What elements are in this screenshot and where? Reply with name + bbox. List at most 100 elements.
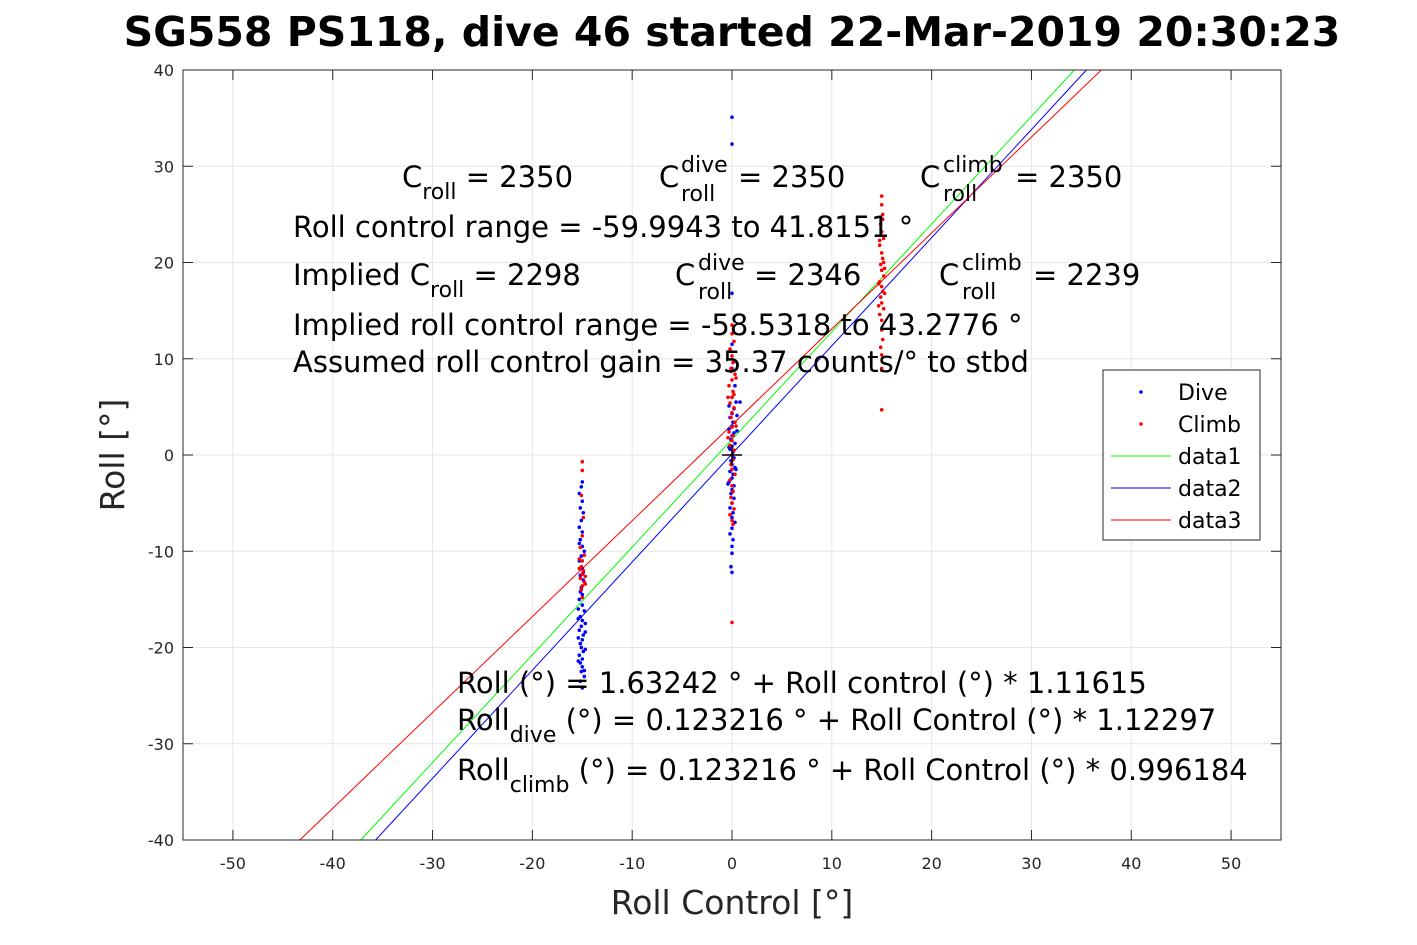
x-tick-label: 10 <box>822 854 842 873</box>
point-dive <box>583 647 588 652</box>
point-climb <box>730 395 734 400</box>
point-dive <box>576 636 581 640</box>
point-climb <box>580 534 585 538</box>
c-roll-climb-sub: roll <box>943 182 977 207</box>
point-climb <box>882 291 887 296</box>
point-climb <box>727 383 731 388</box>
point-climb <box>727 430 731 434</box>
x-tick-label: 50 <box>1221 854 1241 873</box>
fit-dive-equation: Rolldive (°) = 0.123216 ° + Roll Control… <box>457 703 1216 748</box>
point-climb <box>730 425 734 429</box>
legend-items: Dive Climb data1 data2 data3 <box>1111 381 1242 534</box>
c-roll-climb-annotation: C <box>920 160 940 194</box>
point-climb <box>732 507 736 511</box>
point-dive <box>580 530 585 534</box>
point-climb <box>879 268 884 273</box>
point-climb <box>877 243 882 247</box>
point-dive <box>733 383 737 388</box>
point-climb <box>730 378 734 382</box>
point-dive <box>579 485 584 489</box>
fit-climb-equation: Rollclimb (°) = 0.123216 ° + Roll Contro… <box>457 753 1248 798</box>
point-climb <box>876 304 881 308</box>
point-dive <box>580 480 585 484</box>
point-dive <box>582 609 587 613</box>
implied-roll-control-range: Implied roll control range = -58.5318 to… <box>293 308 1023 342</box>
assumed-gain: Assumed roll control gain = 35.37 counts… <box>293 345 1029 379</box>
implied-c-dive-annotation: C <box>675 258 695 292</box>
point-dive <box>582 549 587 554</box>
axis-ticks: -50 -40 -30 -20 -10 0 10 20 30 40 50 -40 -30 -20 -10 0 1… <box>148 61 1281 873</box>
point-climb <box>578 576 583 580</box>
origin-marker <box>722 445 742 465</box>
c-roll-climb-sup: climb <box>943 153 1003 178</box>
point-dive <box>580 499 585 504</box>
y-tick-label: 10 <box>154 350 174 369</box>
point-climb <box>580 584 585 588</box>
point-climb <box>728 443 732 448</box>
point-climb <box>733 372 737 377</box>
point-climb <box>878 345 883 350</box>
point-climb <box>878 222 883 226</box>
point-climb <box>730 620 734 625</box>
point-climb <box>881 236 886 241</box>
point-climb <box>730 518 734 523</box>
point-climb <box>577 566 582 571</box>
point-climb <box>579 493 584 498</box>
point-climb <box>728 347 732 351</box>
point-climb <box>879 301 884 305</box>
c-roll-dive-sub: roll <box>681 182 715 207</box>
point-climb <box>878 295 883 299</box>
point-climb <box>880 337 885 342</box>
x-tick-label: 30 <box>1021 854 1041 873</box>
point-climb <box>580 559 585 563</box>
point-dive <box>577 525 582 529</box>
y-tick-label: 40 <box>154 61 174 80</box>
point-climb <box>879 318 884 323</box>
legend-label-data2: data2 <box>1178 477 1242 502</box>
point-dive <box>730 570 734 575</box>
point-climb <box>729 415 733 420</box>
point-climb <box>729 369 733 374</box>
point-dive <box>730 551 734 555</box>
point-climb <box>881 306 886 311</box>
point-dive <box>580 657 585 661</box>
point-dive <box>579 645 584 650</box>
point-dive <box>730 291 734 296</box>
point-dive <box>730 142 734 146</box>
legend: Dive Climb data1 data2 data3 <box>1102 369 1261 541</box>
point-dive <box>581 633 586 637</box>
point-climb <box>583 582 588 586</box>
point-dive <box>580 603 585 607</box>
point-dive <box>577 628 582 632</box>
point-climb <box>879 203 884 207</box>
point-climb <box>731 360 735 365</box>
point-climb <box>728 478 732 482</box>
point-dive <box>730 515 734 520</box>
point-climb <box>876 281 881 286</box>
point-dive <box>579 624 584 629</box>
point-dive <box>580 618 585 623</box>
implied-c-dive-value: = 2346 <box>754 258 861 292</box>
legend-marker-climb <box>1139 422 1143 426</box>
point-dive <box>731 537 735 542</box>
fit-all-equation: Roll (°) = 1.63242 ° + Roll control (°) … <box>457 666 1147 700</box>
point-climb <box>734 376 738 380</box>
point-climb <box>577 557 582 561</box>
point-climb <box>731 389 735 394</box>
point-climb <box>730 323 734 327</box>
x-tick-label: -10 <box>619 854 645 873</box>
point-climb <box>581 568 586 573</box>
point-climb <box>879 328 884 332</box>
point-climb <box>583 574 588 579</box>
point-climb <box>730 501 734 505</box>
point-climb <box>877 238 882 243</box>
implied-c-climb-sub: roll <box>962 280 996 305</box>
point-climb <box>730 354 734 358</box>
point-climb <box>879 194 884 198</box>
implied-c-climb-value: = 2239 <box>1033 258 1140 292</box>
point-climb <box>881 260 886 265</box>
legend-box <box>1102 369 1261 541</box>
legend-label-data3: data3 <box>1178 509 1242 534</box>
legend-label-dive: Dive <box>1178 381 1228 406</box>
point-dive <box>582 668 587 673</box>
